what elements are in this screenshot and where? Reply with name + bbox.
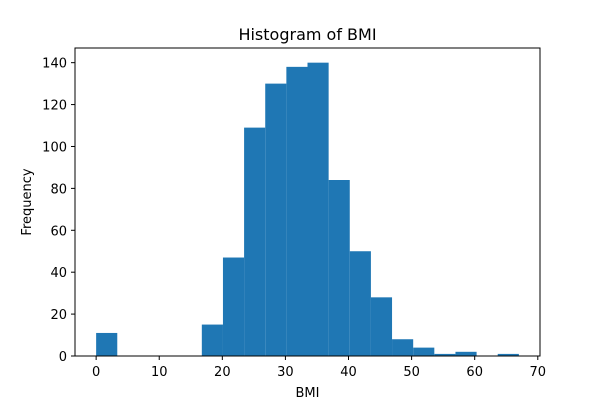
y-tick-label: 140 [42,57,67,72]
histogram-bar [497,353,519,356]
y-axis-label: Frequency [20,168,35,235]
histogram-bar [201,324,223,356]
histogram-bar [328,180,350,356]
chart-title: Histogram of BMI [238,25,376,44]
x-tick-label: 50 [403,365,420,380]
y-tick-label: 60 [50,224,67,239]
histogram-bar [307,62,329,357]
histogram-bar [434,353,456,356]
x-tick-label: 30 [277,365,294,380]
histogram-bar [455,351,477,356]
histogram-bar [286,66,308,356]
bars-group [96,62,519,357]
histogram-bar [370,297,393,356]
histogram-bar [413,347,435,356]
histogram-bar [392,339,414,356]
histogram-bar [222,257,245,356]
y-tick-label: 40 [50,266,67,281]
histogram-bar [244,127,266,356]
x-tick-label: 10 [151,365,168,380]
x-axis-ticks: 0 10 20 30 40 50 60 70 [92,356,546,380]
histogram-bar [96,332,118,356]
y-tick-label: 120 [42,99,67,114]
x-tick-label: 60 [466,365,483,380]
y-tick-label: 0 [59,350,67,365]
x-tick-label: 70 [530,365,547,380]
y-axis-ticks: 0 20 40 60 80 100 120 140 [42,57,75,365]
x-tick-label: 20 [214,365,231,380]
x-tick-label: 40 [340,365,357,380]
y-tick-label: 20 [50,308,67,323]
histogram-bar [349,251,371,356]
y-tick-label: 80 [50,182,67,197]
x-tick-label: 0 [92,365,100,380]
axes-frame [74,47,541,357]
y-tick-label: 100 [42,140,67,155]
histogram-bar [265,83,287,356]
x-axis-label: BMI [296,386,320,400]
